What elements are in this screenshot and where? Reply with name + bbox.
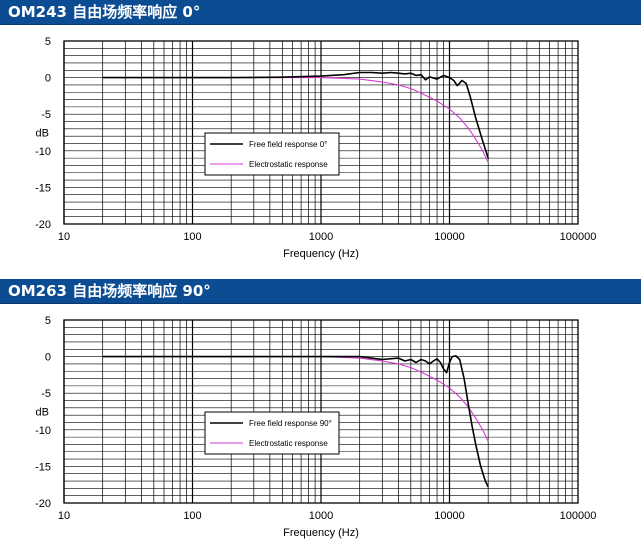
x-axis-label: Frequency (Hz) <box>283 248 359 260</box>
y-axis-label: dB <box>36 128 49 140</box>
x-tick-label: 100000 <box>560 231 597 243</box>
x-tick-label: 100000 <box>560 510 597 522</box>
y-tick-label: 0 <box>45 352 51 364</box>
y-tick-label: -5 <box>41 388 51 400</box>
y-tick-label: -10 <box>35 425 51 437</box>
y-tick-label: -20 <box>35 498 51 510</box>
chart-title-bar: OM243 自由场频率响应 0° <box>0 0 641 25</box>
frequency-response-chart-0deg: 10 100 1000 10000 100000 5 0 -5 -10 -15 -20 dB Frequ… <box>35 36 597 260</box>
chart-panel-90deg: OM263 自由场频率响应 90° 10 100 1000 10000 100000 5 0… <box>0 279 641 553</box>
plot-frame <box>63 319 579 504</box>
y-tick-label: 0 <box>45 73 51 85</box>
y-tick-label: -15 <box>35 461 51 473</box>
chart-title-bar: OM263 自由场频率响应 90° <box>0 279 641 304</box>
y-tick-label: -15 <box>35 182 51 194</box>
series-line-free-field <box>102 71 489 159</box>
x-tick-label: 1000 <box>309 231 333 243</box>
x-tick-label: 1000 <box>309 510 333 522</box>
plot-frame <box>63 40 579 225</box>
series-line-free-field <box>102 355 489 488</box>
x-tick-label: 10 <box>58 231 70 243</box>
legend-label: Electrostatic response <box>249 439 328 448</box>
series-line-electrostatic <box>192 77 489 163</box>
x-tick-label: 100 <box>183 510 201 522</box>
y-tick-label: -20 <box>35 219 51 231</box>
chart-title: OM263 自由场频率响应 90° <box>8 282 211 300</box>
legend-box <box>204 411 340 455</box>
x-tick-label: 100 <box>183 231 201 243</box>
x-tick-label: 10 <box>58 510 70 522</box>
frequency-response-chart-90deg: 10 100 1000 10000 100000 5 0 -5 -10 -15 -20 dB Frequ… <box>35 315 597 539</box>
chart-title: OM243 自由场频率响应 0° <box>8 3 201 21</box>
x-tick-label: 10000 <box>434 231 465 243</box>
legend-box <box>204 132 340 176</box>
y-tick-label: -10 <box>35 146 51 158</box>
legend-label: Free field response 90° <box>249 419 332 428</box>
y-tick-label: -5 <box>41 109 51 121</box>
legend-label: Free field response 0° <box>249 140 327 149</box>
x-tick-label: 10000 <box>434 510 465 522</box>
y-axis-label: dB <box>36 407 49 419</box>
x-axis-label: Frequency (Hz) <box>283 527 359 539</box>
legend-label: Electrostatic response <box>249 160 328 169</box>
y-tick-label: 5 <box>45 36 51 48</box>
chart-panel-0deg: OM243 自由场频率响应 0° 10 100 1000 10000 100000 5 0 -… <box>0 0 641 276</box>
y-tick-label: 5 <box>45 315 51 327</box>
